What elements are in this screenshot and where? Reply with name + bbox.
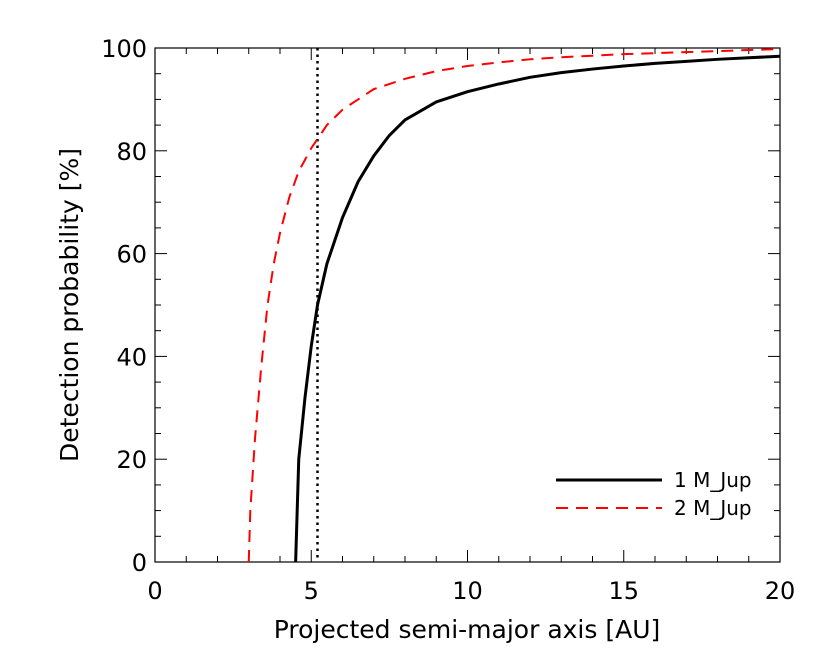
y-tick-label: 20	[116, 446, 147, 474]
y-tick-label: 0	[132, 549, 147, 577]
y-tick-label: 100	[101, 35, 147, 63]
series-line-2	[247, 48, 781, 563]
y-tick-label: 60	[116, 241, 147, 269]
x-axis-ticks	[154, 48, 781, 562]
x-axis-title: Projected semi-major axis [AU]	[274, 615, 661, 644]
x-tick-label: 5	[304, 577, 319, 605]
y-axis-ticks	[155, 47, 780, 563]
series-line-1	[294, 54, 781, 563]
x-tick-label: 0	[147, 577, 162, 605]
legend-label-series-1: 1 M_Jup	[674, 468, 752, 492]
legend-label-series-2: 2 M_Jup	[674, 496, 752, 520]
legend: 1 M_Jup 2 M_Jup	[556, 468, 752, 520]
series-layer	[247, 48, 781, 563]
x-tick-label: 10	[452, 577, 483, 605]
x-axis-tick-labels: 0 5 10 15 20	[147, 577, 795, 605]
y-axis-title: Detection probability [%]	[55, 148, 84, 462]
y-tick-label: 80	[116, 138, 147, 166]
x-tick-label: 15	[608, 577, 639, 605]
y-tick-label: 40	[116, 343, 147, 371]
x-tick-label: 20	[765, 577, 796, 605]
y-axis-tick-labels: 0 20 40 60 80 100	[101, 35, 147, 577]
